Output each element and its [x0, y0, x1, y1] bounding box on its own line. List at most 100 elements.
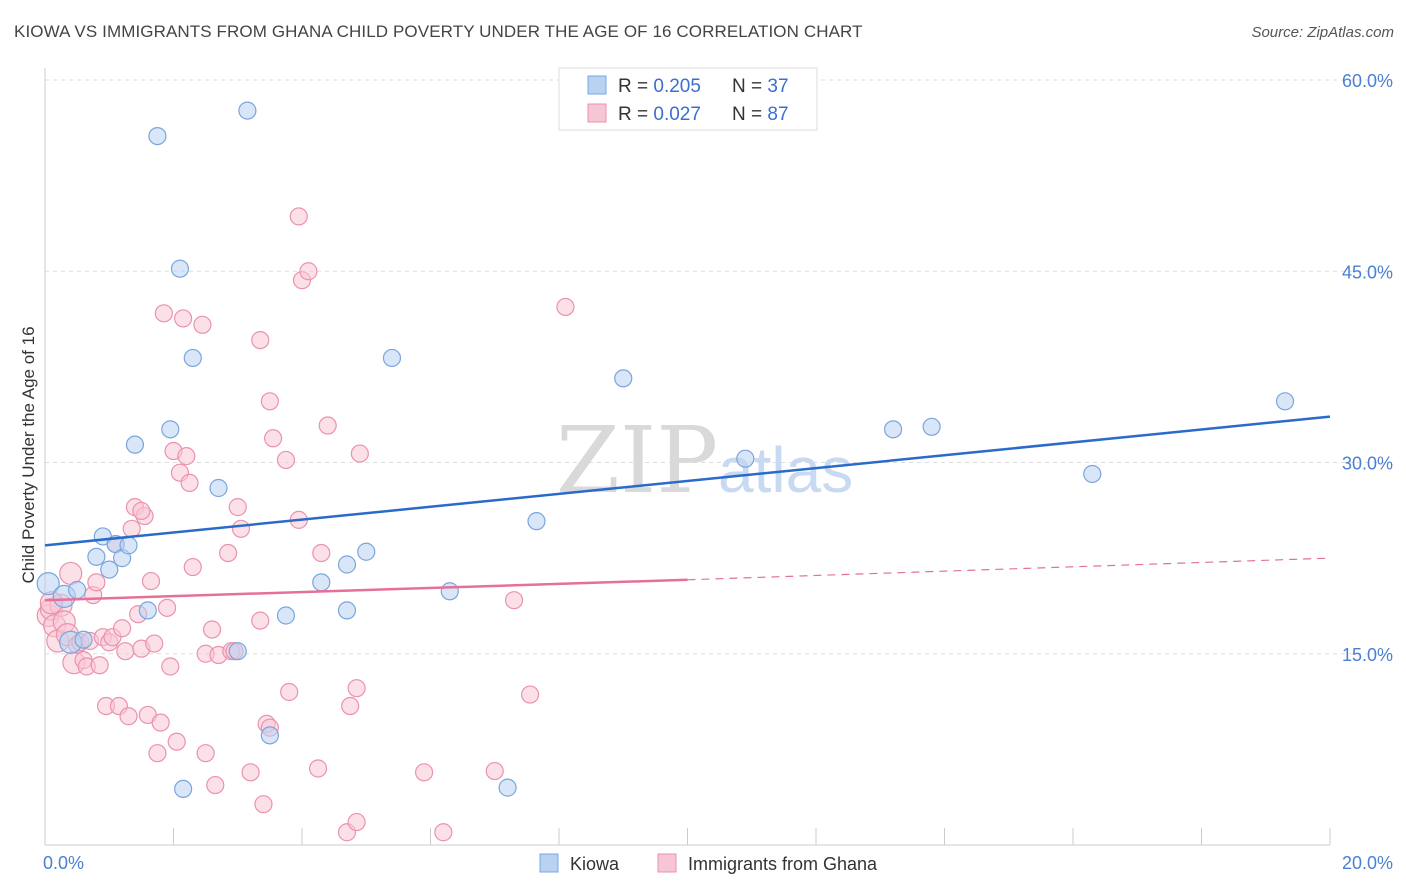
ghana-point-78 [347, 812, 366, 832]
kiowa-point-5 [100, 560, 119, 579]
kiowa-point-23 [382, 348, 402, 368]
kiowa-point-19 [312, 573, 331, 592]
ghana-point-40 [167, 732, 186, 751]
x-tick-labels: 0.0% 20.0% [43, 853, 1393, 873]
kiowa-point-16 [238, 101, 257, 120]
ghana-point-45 [183, 557, 202, 577]
ghana-point-65 [276, 450, 296, 470]
trend-line-ghana-extension [687, 557, 1331, 581]
y-tick-label-3: 60.0% [1342, 71, 1393, 91]
ghana-point-38 [161, 657, 180, 676]
kiowa-point-2 [68, 580, 87, 600]
ghana-point-80 [434, 823, 453, 842]
legend-label-ghana: Immigrants from Ghana [688, 854, 878, 874]
legend-swatch-ghana [657, 853, 677, 873]
ghana-r-label: R = [618, 104, 653, 125]
ghana-point-76 [347, 679, 366, 698]
watermark-zip: ZIP [556, 407, 718, 514]
kiowa-r-label: R = [618, 76, 653, 97]
grid [45, 79, 1392, 655]
ghana-point-66 [280, 682, 299, 702]
ghana-point-43 [177, 447, 196, 466]
kiowa-point-20 [337, 601, 357, 620]
bottom-legend: Kiowa Immigrants from Ghana [539, 853, 878, 874]
kiowa-point-24 [440, 582, 459, 601]
kiowa-point-14 [209, 478, 228, 498]
x-tick-label-1: 20.0% [1342, 853, 1393, 873]
kiowa-r-value: 0.205 [653, 76, 701, 97]
ghana-point-16 [90, 656, 109, 675]
kiowa-n-label: N = [732, 76, 767, 97]
ghana-point-44 [180, 473, 199, 492]
ghana-point-75 [341, 696, 360, 716]
axes [44, 68, 1331, 846]
ghana-point-77 [350, 444, 369, 463]
ghana-point-24 [116, 642, 135, 661]
stats-legend-row-ghana: R = 0.027 [618, 104, 701, 125]
kiowa-point-30 [922, 417, 941, 436]
kiowa-point-17 [260, 726, 279, 745]
ghana-point-42 [174, 309, 193, 328]
trend-line-ghana [44, 578, 688, 602]
ghana-point-37 [157, 598, 177, 617]
ghana-point-49 [202, 620, 222, 639]
kiowa-point-32 [1275, 392, 1295, 411]
ghana-point-59 [251, 331, 270, 350]
stats-legend-swatch-kiowa [587, 75, 607, 95]
source-label: Source: ZipAtlas.com [1251, 24, 1394, 41]
series-immigrants-from-ghana [36, 207, 575, 842]
stats-legend: R = 0.205 N = 37 R = 0.027 N = 87 [558, 67, 818, 131]
ghana-point-35 [151, 713, 170, 732]
kiowa-point-35 [119, 536, 138, 555]
ghana-point-72 [312, 543, 331, 563]
kiowa-point-22 [357, 542, 376, 561]
ghana-point-62 [260, 392, 279, 411]
ghana-point-46 [193, 315, 212, 334]
ghana-point-34 [148, 744, 167, 763]
ghana-point-81 [485, 761, 504, 781]
kiowa-n-value: 37 [767, 76, 788, 97]
stats-legend-row-kiowa-n: N = 37 [732, 76, 789, 97]
kiowa-point-31 [1083, 464, 1102, 484]
y-tick-label-1: 30.0% [1342, 454, 1393, 474]
ghana-point-50 [206, 775, 225, 795]
ghana-point-32 [141, 571, 161, 591]
y-tick-label-0: 15.0% [1342, 645, 1393, 665]
trend-line-kiowa [44, 415, 1331, 547]
kiowa-point-26 [527, 512, 546, 531]
kiowa-point-33 [174, 779, 193, 799]
watermark: ZIP atlas [556, 407, 853, 514]
ghana-point-82 [504, 591, 524, 610]
x-tick-label-0: 0.0% [43, 853, 84, 873]
chart-title: KIOWA VS IMMIGRANTS FROM GHANA CHILD POV… [14, 22, 863, 41]
kiowa-point-12 [170, 259, 190, 278]
kiowa-point-8 [125, 435, 145, 454]
kiowa-point-21 [337, 555, 357, 574]
ghana-point-71 [308, 759, 328, 778]
ghana-point-26 [122, 519, 141, 538]
ghana-point-56 [231, 519, 251, 538]
ghana-point-60 [254, 795, 273, 814]
kiowa-point-13 [183, 348, 202, 368]
y-tick-labels: 15.0% 30.0% 45.0% 60.0% [1342, 71, 1393, 665]
ghana-r-value: 0.027 [653, 104, 701, 125]
ghana-point-58 [251, 611, 270, 630]
ghana-point-85 [132, 501, 151, 521]
kiowa-point-27 [614, 369, 633, 388]
ghana-point-33 [145, 634, 164, 653]
ghana-point-83 [520, 685, 540, 704]
kiowa-point-15 [228, 642, 247, 661]
kiowa-point-11 [161, 420, 180, 439]
legend-label-kiowa: Kiowa [570, 854, 620, 874]
ghana-point-79 [414, 763, 434, 782]
ghana-point-73 [318, 416, 337, 435]
ghana-point-48 [196, 744, 215, 763]
kiowa-point-10 [148, 127, 167, 146]
y-axis-label: Child Poverty Under the Age of 16 [19, 326, 38, 583]
kiowa-point-0 [36, 572, 60, 596]
kiowa-point-25 [498, 778, 517, 797]
stats-legend-swatch-ghana [587, 103, 607, 123]
ghana-point-70 [299, 262, 318, 281]
y-tick-label-2: 45.0% [1342, 262, 1393, 282]
